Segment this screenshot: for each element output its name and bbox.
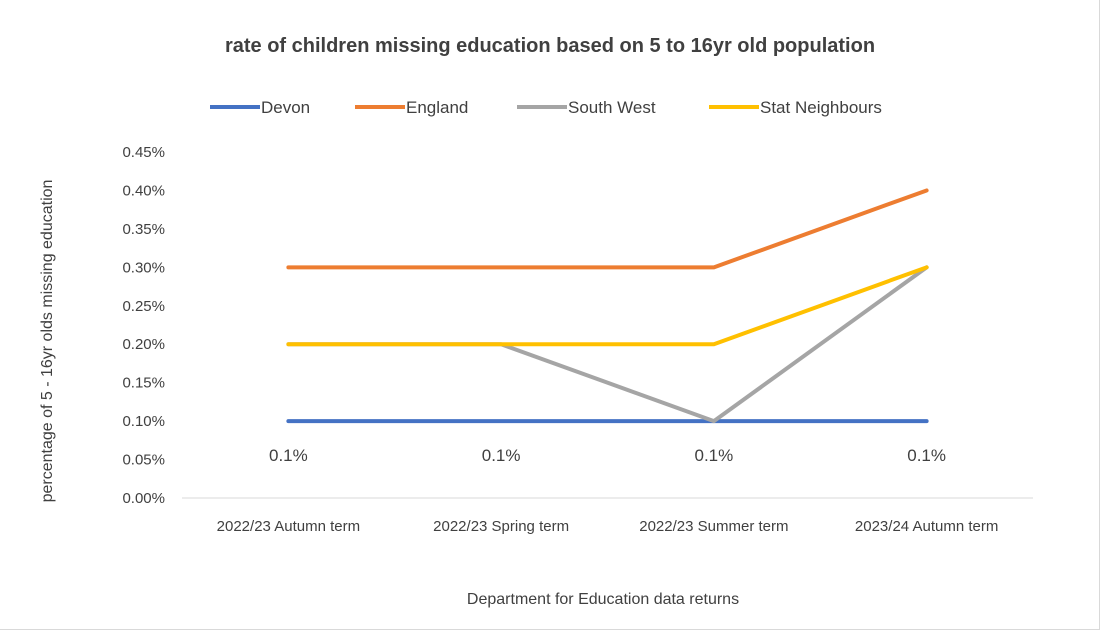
legend-label: South West [568, 98, 656, 117]
legend-item-south-west: South West [517, 98, 656, 117]
data-labels: 0.1% 0.1% 0.1% 0.1% [269, 446, 946, 465]
y-tick-label: 0.10% [122, 413, 165, 430]
y-tick-label: 0.20% [122, 336, 165, 353]
series-line-england [286, 188, 929, 270]
x-axis: 2022/23 Autumn term 2022/23 Spring term 20… [182, 497, 1033, 535]
legend-label: England [406, 98, 468, 117]
y-tick-label: 0.00% [122, 490, 165, 507]
y-tick-label: 0.25% [122, 298, 165, 315]
x-tick-label: 2022/23 Autumn term [217, 518, 360, 535]
y-tick-label: 0.45% [122, 144, 165, 161]
data-label: 0.1% [695, 446, 734, 465]
y-axis-title: percentage of 5 - 16yr olds missing educ… [39, 180, 56, 503]
chart-title: rate of children missing education based… [225, 35, 875, 57]
x-tick-label: 2022/23 Spring term [433, 518, 569, 535]
legend: Devon England South West Stat Neighbours [210, 98, 882, 117]
y-tick-label: 0.35% [122, 221, 165, 238]
legend-label: Devon [261, 98, 310, 117]
x-tick-label: 2023/24 Autumn term [855, 518, 998, 535]
y-tick-label: 0.15% [122, 375, 165, 392]
y-tick-label: 0.40% [122, 182, 165, 199]
legend-item-devon: Devon [210, 98, 310, 117]
legend-label: Stat Neighbours [760, 98, 882, 117]
series-lines [286, 188, 929, 424]
y-tick-label: 0.05% [122, 452, 165, 469]
data-label: 0.1% [907, 446, 946, 465]
y-tick-label: 0.30% [122, 259, 165, 276]
data-label: 0.1% [482, 446, 521, 465]
x-tick-label: 2022/23 Summer term [639, 518, 788, 535]
series-line-stat-neighbours [286, 265, 929, 347]
legend-item-stat-neighbours: Stat Neighbours [709, 98, 882, 117]
data-label: 0.1% [269, 446, 308, 465]
legend-item-england: England [355, 98, 468, 117]
x-axis-title: Department for Education data returns [467, 591, 739, 608]
y-axis: 0.00% 0.05% 0.10% 0.15% 0.20% 0.25% 0.30% 0.35%… [122, 144, 165, 507]
